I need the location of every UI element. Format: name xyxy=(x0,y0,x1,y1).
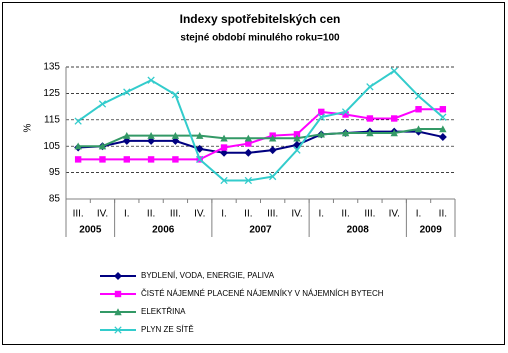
marker xyxy=(99,156,106,163)
marker xyxy=(317,130,325,138)
x-tick-label: IV. xyxy=(389,209,400,220)
legend-label: BYDLENÍ, VODA, ENERGIE, PALIVA xyxy=(141,271,275,280)
y-tick-label: 135 xyxy=(43,62,60,73)
marker xyxy=(74,142,82,150)
marker xyxy=(196,155,204,164)
x-tick-label: I. xyxy=(319,209,325,220)
marker xyxy=(317,113,325,121)
x-tick-label: I. xyxy=(416,209,422,220)
legend-label: ELEKTŘINA xyxy=(141,307,186,316)
x-group-label: 2005 xyxy=(79,225,102,236)
y-tick-label: 95 xyxy=(49,167,61,178)
series-line xyxy=(78,128,443,148)
marker xyxy=(171,131,180,139)
marker xyxy=(438,132,447,141)
chart-border xyxy=(2,2,505,345)
marker xyxy=(98,142,107,150)
x-tick-label: III. xyxy=(170,209,181,220)
marker xyxy=(220,176,228,185)
x-group-label: 2009 xyxy=(420,225,443,236)
marker xyxy=(123,131,131,139)
marker xyxy=(268,146,277,155)
marker xyxy=(147,131,155,139)
y-tick-label: 85 xyxy=(49,194,61,205)
x-tick-label: III. xyxy=(267,209,278,220)
x-tick-label: IV. xyxy=(97,209,108,220)
marker xyxy=(98,100,107,108)
marker xyxy=(245,140,252,147)
marker xyxy=(439,106,447,113)
marker xyxy=(172,156,179,163)
x-tick-label: I. xyxy=(124,209,130,220)
marker xyxy=(74,117,82,125)
series-line xyxy=(78,108,443,161)
marker xyxy=(195,144,204,153)
x-group-label: 2007 xyxy=(249,225,272,236)
marker xyxy=(147,156,155,163)
marker xyxy=(123,156,130,163)
marker xyxy=(171,136,180,145)
x-group-label: 2008 xyxy=(347,225,370,236)
y-tick-label: 125 xyxy=(43,88,60,99)
x-tick-label: I. xyxy=(221,209,227,220)
marker xyxy=(390,67,398,75)
marker xyxy=(366,83,374,91)
marker xyxy=(414,125,423,133)
marker xyxy=(114,272,122,280)
marker xyxy=(74,156,82,163)
x-group-label: 2006 xyxy=(152,225,175,236)
marker xyxy=(123,88,131,96)
marker xyxy=(147,76,155,84)
marker xyxy=(268,134,277,142)
y-tick-label: 115 xyxy=(44,114,60,125)
marker xyxy=(220,134,228,142)
y-tick-label: 105 xyxy=(43,141,60,152)
marker xyxy=(439,113,447,121)
marker xyxy=(366,129,374,137)
x-tick-label: III. xyxy=(73,209,84,220)
marker xyxy=(341,129,350,137)
legend-label: PLYN ZE SÍTĚ xyxy=(141,325,194,334)
marker xyxy=(414,92,423,100)
chart-subtitle: stejné období minulého roku=100 xyxy=(180,33,340,44)
y-axis-label: % xyxy=(23,123,34,132)
x-tick-label: IV. xyxy=(194,209,205,220)
marker xyxy=(390,129,398,137)
marker xyxy=(147,136,156,145)
marker xyxy=(268,172,277,181)
marker xyxy=(318,108,325,116)
marker xyxy=(114,326,122,334)
marker xyxy=(439,125,447,133)
x-tick-label: II. xyxy=(341,209,349,220)
marker xyxy=(342,111,349,118)
marker xyxy=(293,134,301,142)
x-tick-label: IV. xyxy=(291,209,302,220)
marker xyxy=(244,176,253,185)
legend-label: ČISTÉ NÁJEMNÉ PLACENÉ NÁJEMNÍKY V NÁJEMN… xyxy=(141,289,384,298)
series-line xyxy=(78,130,444,154)
marker xyxy=(220,144,228,151)
marker xyxy=(196,131,204,139)
marker xyxy=(114,290,122,298)
x-tick-label: II. xyxy=(439,209,447,220)
marker xyxy=(122,136,131,145)
marker xyxy=(244,134,253,142)
x-tick-label: II. xyxy=(244,209,252,220)
marker xyxy=(293,146,301,154)
chart-title: Indexy spotřebitelských cen xyxy=(180,12,341,26)
marker xyxy=(171,91,180,99)
x-tick-label: II. xyxy=(147,209,155,220)
marker xyxy=(220,148,229,157)
marker xyxy=(391,115,398,122)
marker xyxy=(415,106,422,113)
marker xyxy=(366,115,374,122)
series-line xyxy=(77,69,444,182)
marker xyxy=(244,148,253,157)
x-tick-label: III. xyxy=(364,209,375,220)
marker xyxy=(293,131,301,138)
marker xyxy=(114,308,122,316)
marker xyxy=(341,108,350,116)
